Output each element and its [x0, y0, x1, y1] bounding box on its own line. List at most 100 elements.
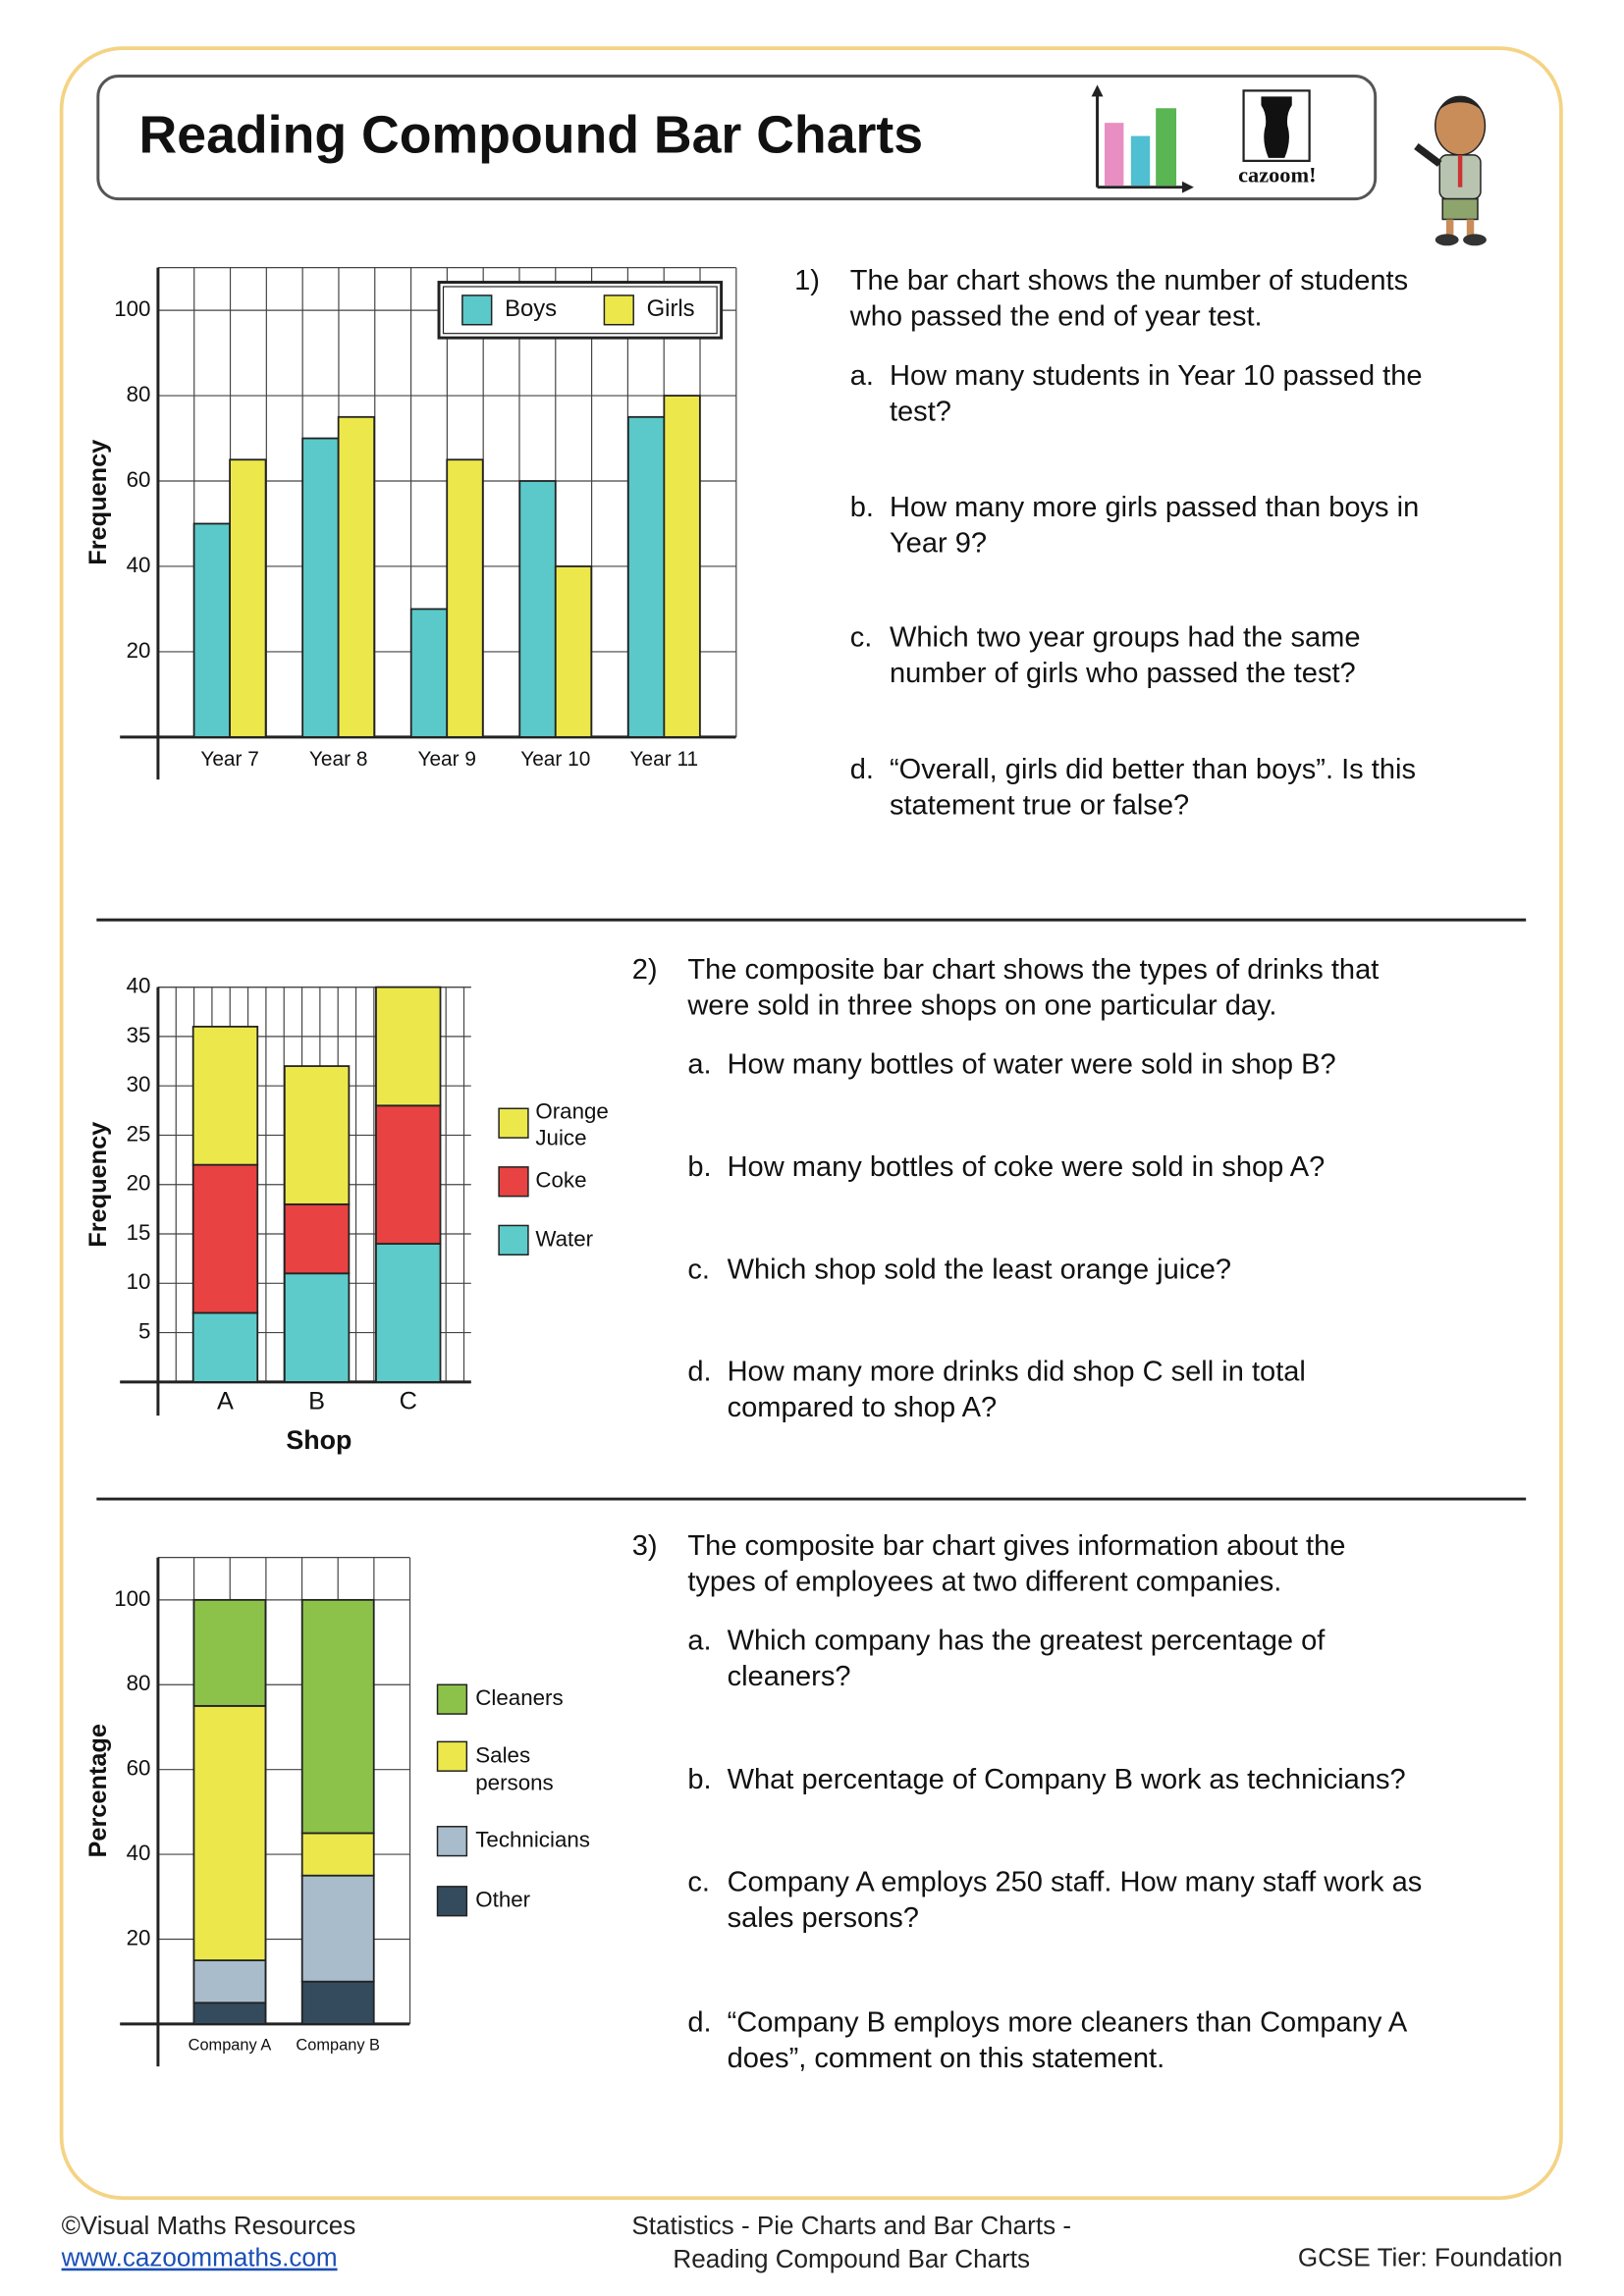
legend-swatch	[498, 1107, 529, 1139]
bar	[337, 415, 376, 738]
y-axis-label: Frequency	[84, 1122, 112, 1248]
legend-swatch	[436, 1826, 468, 1857]
y-axis-label: Percentage	[84, 1724, 112, 1857]
y-tick-label: 40	[127, 553, 151, 577]
part-text: cleaners?	[728, 1661, 851, 1692]
bar-segment	[192, 1959, 267, 2004]
y-tick-label: 100	[114, 1586, 150, 1611]
question-number: 1)	[794, 265, 820, 296]
question-text: The composite bar chart shows the types …	[687, 954, 1379, 986]
part-text: How many more girls passed than boys in	[890, 492, 1419, 523]
logo-badge	[1242, 89, 1311, 162]
part-text: Company A employs 250 staff. How many st…	[728, 1867, 1423, 1898]
bar-segment	[191, 1163, 259, 1314]
y-tick-label: 15	[127, 1220, 151, 1245]
legend-swatch	[603, 294, 634, 326]
part-text: Year 9?	[890, 528, 987, 560]
x-tick-label: Year 8	[309, 748, 368, 771]
footer-link[interactable]: www.cazoommaths.com	[61, 2243, 338, 2272]
x-tick-label: Year 9	[417, 748, 476, 771]
logo-text: cazoom!	[1238, 162, 1316, 187]
y-tick-label: 20	[127, 638, 151, 663]
question-number: 2)	[632, 954, 658, 986]
x-axis-label: Shop	[286, 1425, 352, 1455]
part-text: “Company B employs more cleaners than Co…	[728, 2007, 1408, 2039]
y-tick-label: 25	[127, 1121, 151, 1146]
footer-tier: GCSE Tier: Foundation	[1298, 2243, 1562, 2272]
legend-swatch	[498, 1166, 529, 1198]
part-text: “Overall, girls did better than boys”. I…	[890, 754, 1416, 785]
part-letter: d.	[850, 754, 874, 785]
question-text: The bar chart shows the number of studen…	[850, 265, 1408, 296]
x-tick-label: Year 10	[520, 748, 590, 771]
part-letter: c.	[687, 1867, 710, 1898]
x-tick-label: Year 11	[630, 748, 699, 771]
y-tick-label: 60	[127, 1756, 151, 1781]
legend-label: Water	[535, 1226, 593, 1251]
y-axis-label: Frequency	[84, 440, 112, 565]
legend-swatch	[436, 1683, 468, 1715]
legend-label: Other	[475, 1888, 530, 1912]
part-text: does”, comment on this statement.	[728, 2043, 1165, 2074]
legend-box	[437, 281, 724, 340]
legend-label: Boys	[505, 295, 557, 322]
bar	[409, 608, 449, 738]
legend-swatch	[498, 1224, 529, 1256]
y-tick-label: 40	[127, 1841, 151, 1865]
part-letter: c.	[687, 1254, 710, 1285]
part-text: How many bottles of coke were sold in sh…	[728, 1151, 1326, 1183]
footer-credit: ©Visual Maths Resources	[62, 2211, 356, 2240]
bar	[446, 458, 484, 738]
y-tick-label: 80	[127, 1671, 151, 1695]
x-tick-label: C	[400, 1387, 417, 1415]
bar	[626, 415, 666, 738]
part-letter: b.	[687, 1764, 711, 1795]
legend-swatch	[436, 1886, 468, 1917]
bar	[554, 565, 593, 738]
part-text: How many students in Year 10 passed the	[890, 360, 1423, 392]
part-text: number of girls who passed the test?	[890, 658, 1356, 689]
y-tick-label: 100	[114, 296, 150, 321]
bar-segment	[191, 1025, 259, 1166]
legend-label: Coke	[535, 1168, 586, 1193]
y-tick-label: 20	[127, 1171, 151, 1196]
legend-swatch	[436, 1740, 468, 1772]
mascot	[1414, 95, 1487, 246]
part-letter: b.	[850, 492, 874, 523]
x-tick-label: Company B	[296, 2037, 380, 2055]
bar-segment	[283, 1272, 351, 1383]
bar-segment	[192, 1704, 267, 1961]
page-border	[59, 46, 1563, 2201]
part-text: statement true or false?	[890, 789, 1189, 821]
x-tick-label: B	[308, 1387, 325, 1415]
bar	[518, 480, 557, 738]
y-tick-label: 20	[127, 1925, 151, 1949]
question-text: The composite bar chart gives informatio…	[687, 1530, 1345, 1562]
y-tick-label: 30	[127, 1072, 151, 1096]
part-letter: a.	[687, 1626, 711, 1657]
bar-segment	[283, 1065, 351, 1205]
part-text: compared to shop A?	[728, 1392, 998, 1423]
part-letter: d.	[687, 2007, 711, 2039]
footer-topic: Reading Compound Bar Charts	[673, 2244, 1030, 2273]
question-text: who passed the end of year test.	[849, 301, 1263, 333]
bar	[192, 522, 231, 738]
bar-segment	[300, 1874, 375, 1983]
bar-segment	[375, 986, 442, 1107]
bar-segment	[192, 1598, 267, 1707]
bar	[663, 395, 701, 738]
footer-topic: Statistics - Pie Charts and Bar Charts -	[631, 2211, 1071, 2240]
part-letter: b.	[687, 1151, 711, 1183]
y-tick-label: 5	[138, 1318, 150, 1343]
part-text: Which company has the greatest percentag…	[728, 1626, 1326, 1657]
part-letter: c.	[850, 622, 873, 654]
question-text: were sold in three shops on one particul…	[686, 989, 1276, 1021]
part-text: sales persons?	[728, 1902, 919, 1934]
bar-segment	[300, 1598, 375, 1835]
legend-label: Technicians	[475, 1828, 590, 1852]
y-tick-label: 60	[127, 467, 151, 492]
bar-segment	[375, 1243, 442, 1383]
bar-segment	[300, 1832, 375, 1877]
